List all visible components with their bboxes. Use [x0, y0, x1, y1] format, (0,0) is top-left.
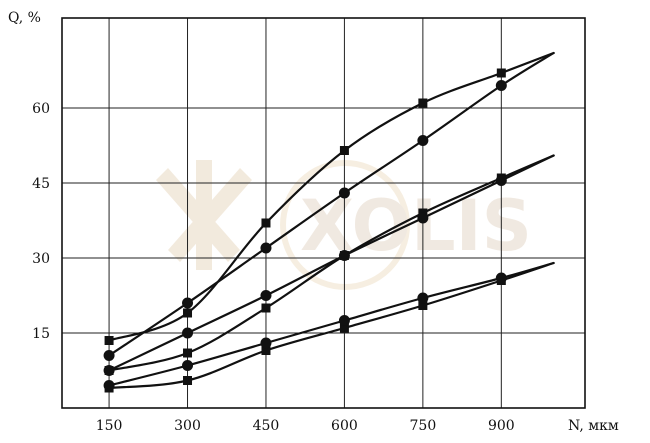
- data-point-circle: [103, 350, 115, 361]
- data-point-circle: [260, 290, 272, 301]
- data-point-square: [496, 68, 506, 78]
- y-tick-label: 60: [32, 101, 50, 117]
- data-point-circle: [495, 272, 507, 284]
- data-point-circle: [417, 212, 429, 224]
- x-tick-label: 450: [253, 418, 280, 434]
- y-tick-label: 15: [32, 326, 50, 342]
- data-point-square: [261, 218, 271, 228]
- x-tick-label: 300: [174, 418, 201, 434]
- data-point-circle: [338, 315, 350, 326]
- data-point-circle: [182, 360, 194, 371]
- plot-frame: [61, 17, 586, 409]
- data-point-circle: [417, 135, 429, 146]
- data-point-square: [339, 146, 349, 155]
- data-point-circle: [495, 175, 507, 186]
- watermark-logo: XOLIS: [156, 160, 532, 290]
- series-6: [103, 261, 555, 391]
- x-tick-label: 150: [96, 418, 123, 434]
- series-2: [103, 51, 555, 361]
- y-tick-label: 30: [32, 251, 50, 267]
- x-axis-ticks: 150 300 450 600 750 900: [96, 418, 515, 434]
- data-point-circle: [103, 365, 115, 376]
- watermark-text: XOLIS: [300, 185, 532, 267]
- data-point-square: [104, 336, 114, 345]
- data-point-circle: [495, 80, 507, 91]
- data-point-square: [261, 346, 271, 355]
- data-point-circle: [338, 250, 350, 261]
- series-group: [103, 51, 555, 393]
- data-point-square: [418, 301, 428, 310]
- data-point-circle: [260, 337, 272, 349]
- x-tick-label: 900: [488, 418, 515, 434]
- y-tick-label: 45: [32, 176, 50, 192]
- data-point-circle: [417, 292, 429, 304]
- data-point-circle: [103, 380, 115, 391]
- y-axis-ticks: 15 30 45 60: [32, 101, 50, 342]
- series-line: [107, 261, 555, 387]
- data-point-circle: [182, 327, 194, 339]
- data-point-circle: [260, 242, 272, 254]
- x-tick-label: 600: [331, 418, 358, 434]
- data-point-circle: [182, 297, 194, 309]
- data-point-square: [418, 98, 428, 108]
- data-point-square: [339, 323, 349, 333]
- data-point-square: [183, 348, 193, 358]
- y-axis-label: Q, %: [8, 10, 41, 26]
- data-point-square: [183, 376, 193, 385]
- x-tick-label: 750: [410, 418, 437, 434]
- data-point-square: [183, 308, 193, 318]
- data-point-square: [261, 303, 271, 313]
- x-axis-label: N, мкм: [568, 418, 619, 434]
- series-1: [104, 51, 555, 345]
- data-point-circle: [338, 187, 350, 199]
- series-4: [103, 154, 555, 376]
